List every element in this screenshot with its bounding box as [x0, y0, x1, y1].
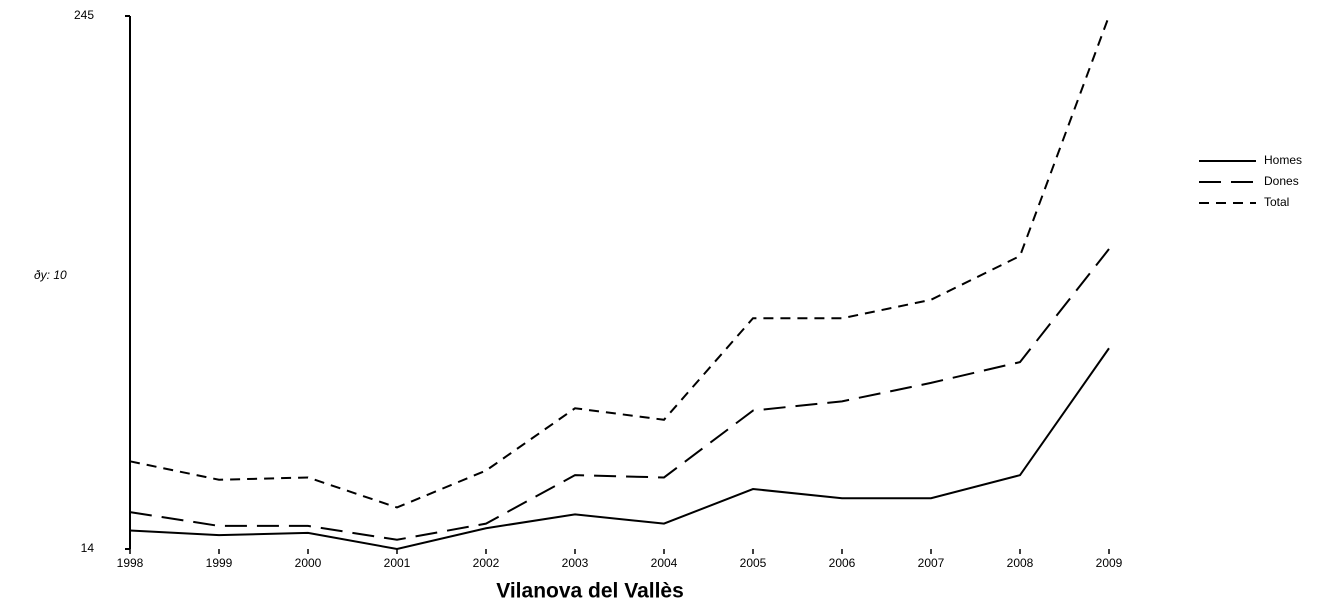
x-tick-label: 2006	[829, 556, 856, 570]
x-tick-label: 2009	[1096, 556, 1123, 570]
x-tick-label: 2000	[295, 556, 322, 570]
y-tick-label: 14	[81, 541, 95, 555]
x-tick-label: 2004	[651, 556, 678, 570]
x-tick-label: 2002	[473, 556, 500, 570]
x-tick-label: 2001	[384, 556, 411, 570]
legend-label: Dones	[1264, 174, 1299, 188]
series-line	[129, 248, 1110, 541]
legend-label: Total	[1264, 195, 1289, 209]
series-line	[129, 347, 1110, 551]
chart-title: Vilanova del Vallès	[496, 580, 684, 603]
legend-label: Homes	[1264, 153, 1302, 167]
x-tick-label: 1998	[117, 556, 144, 570]
x-tick-label: 2005	[740, 556, 767, 570]
x-tick-label: 2007	[918, 556, 945, 570]
series-line	[129, 15, 1110, 509]
x-tick-label: 2008	[1007, 556, 1034, 570]
x-tick-label: 1999	[206, 556, 233, 570]
y-axis-label: ðy: 10	[34, 268, 67, 282]
x-tick-label: 2003	[562, 556, 589, 570]
y-tick-label: 245	[74, 8, 94, 22]
